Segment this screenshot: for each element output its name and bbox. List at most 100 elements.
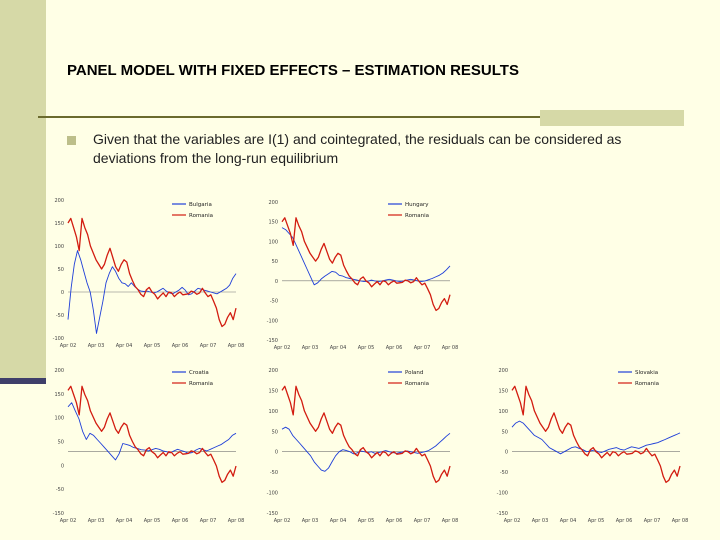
y-tick-label: 150 [498, 388, 508, 394]
x-tick-label: Apr 07 [644, 518, 661, 524]
y-tick-label: -100 [267, 318, 278, 324]
legend-label: Romania [405, 213, 429, 219]
x-tick-label: Apr 03 [302, 518, 319, 524]
x-tick-label: Apr 06 [386, 518, 403, 524]
y-tick-label: -150 [267, 338, 278, 344]
x-tick-label: Apr 07 [200, 343, 217, 349]
x-tick-label: Apr 04 [330, 518, 347, 524]
series-line-poland [281, 426, 451, 472]
x-tick-label: Apr 06 [172, 518, 189, 524]
x-tick-label: Apr 02 [274, 518, 291, 524]
legend-label: Romania [189, 213, 213, 219]
x-tick-label: Apr 02 [504, 518, 521, 524]
legend-label: Romania [635, 381, 659, 387]
series-line-romania [67, 385, 237, 484]
x-tick-label: Apr 04 [116, 518, 133, 524]
y-tick-label: -150 [53, 511, 64, 517]
series-line-hungary [281, 227, 451, 286]
title-rule [38, 116, 682, 118]
y-tick-label: 200 [54, 368, 64, 374]
legend-label: Romania [405, 381, 429, 387]
x-tick-label: Apr 06 [172, 343, 189, 349]
x-tick-label: Apr 05 [144, 343, 161, 349]
y-tick-label: 50 [272, 259, 278, 265]
y-tick-label: -50 [270, 299, 278, 305]
x-tick-label: Apr 04 [116, 343, 133, 349]
bullet-square-icon [67, 136, 76, 145]
y-tick-label: 100 [54, 244, 64, 250]
y-tick-label: -150 [267, 511, 278, 517]
x-tick-label: Apr 07 [200, 518, 217, 524]
y-tick-label: -50 [56, 313, 64, 319]
y-tick-label: 0 [505, 450, 508, 456]
left-accent-bar [0, 0, 46, 384]
y-tick-label: -50 [270, 470, 278, 476]
x-tick-label: Apr 05 [358, 345, 375, 351]
y-tick-label: -50 [56, 487, 64, 493]
y-tick-label: -100 [497, 491, 508, 497]
series-line-romania [281, 385, 451, 484]
legend-label: Bulgaria [189, 202, 212, 208]
series-line-romania [511, 385, 681, 484]
x-tick-label: Apr 03 [88, 343, 105, 349]
x-tick-label: Apr 07 [414, 345, 431, 351]
y-tick-label: 0 [275, 450, 278, 456]
legend-label: Slovakia [635, 370, 658, 376]
y-tick-label: 150 [268, 388, 278, 394]
x-tick-label: Apr 08 [442, 518, 459, 524]
x-tick-label: Apr 05 [358, 518, 375, 524]
y-tick-label: 200 [498, 368, 508, 374]
y-tick-label: 150 [54, 221, 64, 227]
y-tick-label: 0 [61, 290, 64, 296]
series-line-romania [281, 217, 451, 312]
legend-label: Poland [405, 370, 423, 376]
x-tick-label: Apr 03 [88, 518, 105, 524]
slide-title: PANEL MODEL WITH FIXED EFFECTS – ESTIMAT… [67, 62, 519, 79]
x-tick-label: Apr 02 [60, 518, 77, 524]
y-tick-label: 50 [272, 429, 278, 435]
y-tick-label: 100 [498, 409, 508, 415]
x-tick-label: Apr 08 [228, 343, 245, 349]
y-tick-label: 50 [502, 429, 508, 435]
y-tick-label: 0 [275, 279, 278, 285]
left-accent-bar-end [0, 378, 46, 384]
x-tick-label: Apr 03 [302, 345, 319, 351]
legend-label: Hungary [405, 202, 429, 208]
x-tick-label: Apr 05 [144, 518, 161, 524]
y-tick-label: 200 [268, 200, 278, 206]
bullet-text: Given that the variables are I(1) and co… [93, 131, 622, 166]
y-tick-label: 200 [268, 368, 278, 374]
series-line-croatia [67, 402, 237, 461]
x-tick-label: Apr 02 [60, 343, 77, 349]
legend-label: Romania [189, 381, 213, 387]
y-tick-label: 100 [54, 416, 64, 422]
y-tick-label: 50 [58, 440, 64, 446]
y-tick-label: 0 [61, 463, 64, 469]
x-tick-label: Apr 03 [532, 518, 549, 524]
series-line-romania [67, 217, 237, 328]
series-line-slovakia [511, 420, 681, 455]
y-tick-label: 100 [268, 239, 278, 245]
x-tick-label: Apr 04 [560, 518, 577, 524]
y-tick-label: 150 [54, 392, 64, 398]
x-tick-label: Apr 08 [672, 518, 689, 524]
y-tick-label: 200 [54, 198, 64, 204]
x-tick-label: Apr 06 [616, 518, 633, 524]
x-tick-label: Apr 04 [330, 345, 347, 351]
x-tick-label: Apr 02 [274, 345, 291, 351]
y-tick-label: 150 [268, 220, 278, 226]
x-tick-label: Apr 05 [588, 518, 605, 524]
y-tick-label: 50 [58, 267, 64, 273]
y-tick-label: -100 [267, 491, 278, 497]
x-tick-label: Apr 08 [442, 345, 459, 351]
x-tick-label: Apr 08 [228, 518, 245, 524]
x-tick-label: Apr 06 [386, 345, 403, 351]
y-tick-label: -50 [500, 470, 508, 476]
y-tick-label: 100 [268, 409, 278, 415]
rule-accent-block [540, 110, 684, 126]
legend-label: Croatia [189, 370, 209, 376]
